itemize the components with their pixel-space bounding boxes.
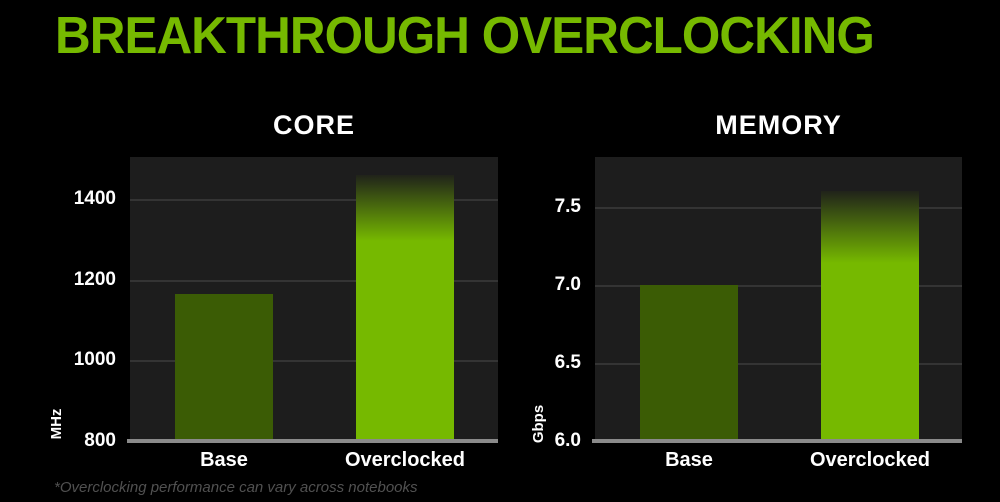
y-axis-tick-label: 800 <box>84 430 116 451</box>
footnote: *Overclocking performance can vary acros… <box>54 479 418 496</box>
gridline <box>130 360 498 362</box>
y-axis-tick-label: 6.5 <box>554 352 581 373</box>
core-overclocked-bar <box>356 175 454 441</box>
core-x-axis-line <box>127 439 498 443</box>
memory-overclocked-bar <box>821 191 919 441</box>
memory-overclocked-category-label: Overclocked <box>809 449 931 471</box>
gridline <box>595 363 962 365</box>
y-axis-tick-label: 7.5 <box>554 196 581 217</box>
memory-base-category-label: Base <box>665 449 713 471</box>
gridline <box>130 199 498 201</box>
y-axis-tick-label: 7.0 <box>554 274 581 295</box>
core-chart-title: CORE <box>272 110 355 140</box>
core-base-category-label: Base <box>200 449 248 471</box>
gridline <box>595 207 962 209</box>
memory-base-bar <box>640 285 738 441</box>
memory-x-axis-line <box>592 439 962 443</box>
core-overclocked-category-label: Overclocked <box>344 449 466 471</box>
slide-title: BREAKTHROUGH OVERCLOCKING <box>55 7 875 65</box>
core-plot-area <box>127 157 498 443</box>
gridline <box>130 280 498 282</box>
y-axis-tick-label: 1400 <box>73 188 116 209</box>
memory-chart-title: MEMORY <box>715 110 842 140</box>
gridline <box>595 285 962 287</box>
y-axis-tick-label: 1200 <box>73 269 116 290</box>
y-axis-tick-label: 1000 <box>73 349 116 370</box>
y-axis-tick-label: 6.0 <box>554 430 581 451</box>
memory-plot-area <box>592 157 962 443</box>
core-base-bar <box>175 294 273 441</box>
